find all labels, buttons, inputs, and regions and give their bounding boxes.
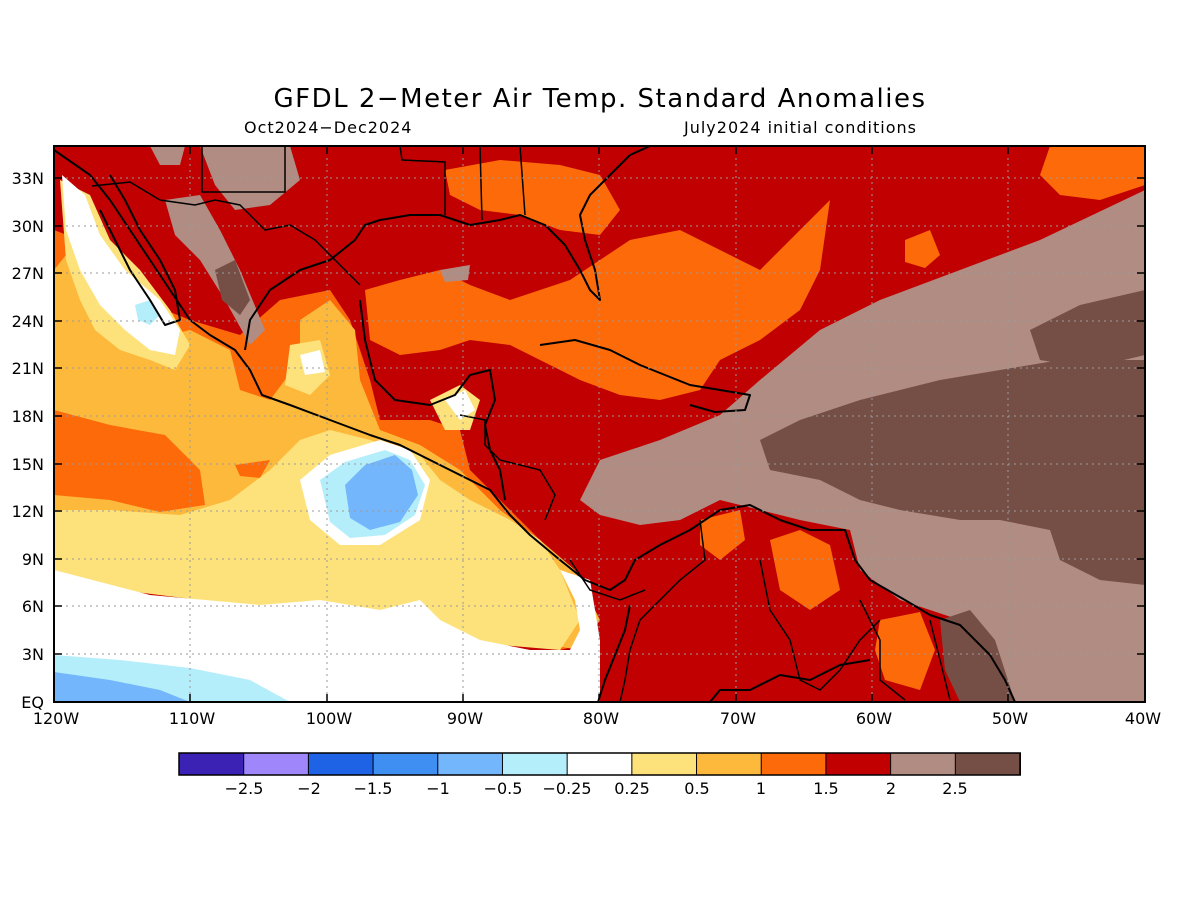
anomaly-region-yucatan-white bbox=[445, 390, 475, 420]
colorbar-swatch bbox=[372, 752, 439, 776]
anomaly-region-atlantic-darkest bbox=[760, 360, 1145, 585]
anomaly-region-small-orange bbox=[905, 230, 940, 268]
y-tick-label: EQ bbox=[21, 693, 44, 712]
colorbar-label: 0.5 bbox=[684, 779, 709, 798]
colorbar-label: 2.5 bbox=[942, 779, 967, 798]
colorbar bbox=[178, 752, 1021, 776]
colorbar-swatch bbox=[825, 752, 892, 776]
anomaly-region-mexico-white bbox=[300, 350, 325, 375]
x-tick-label: 70W bbox=[720, 709, 756, 728]
y-tick-label: 3N bbox=[22, 645, 44, 664]
colorbar-swatch bbox=[760, 752, 827, 776]
colorbar-label: −0.25 bbox=[542, 779, 591, 798]
colorbar-swatch bbox=[890, 752, 957, 776]
country-borders bbox=[91, 146, 951, 702]
y-tick-label: 9N bbox=[22, 550, 44, 569]
anomaly-region-south-pacific-blue bbox=[54, 672, 190, 702]
y-tick-label: 12N bbox=[12, 502, 44, 521]
y-tick-label: 27N bbox=[12, 264, 44, 283]
x-tick-label: 110W bbox=[169, 709, 216, 728]
y-tick-label: 18N bbox=[12, 407, 44, 426]
map-title: GFDL 2−Meter Air Temp. Standard Anomalie… bbox=[273, 84, 927, 114]
colorbar-label: 0.25 bbox=[614, 779, 650, 798]
anomaly-region-colombia-orange bbox=[700, 510, 745, 560]
colorbar-swatch bbox=[501, 752, 569, 776]
map-plot-area bbox=[54, 146, 1145, 702]
y-tick-label: 33N bbox=[12, 169, 44, 188]
colorbar-label: 2 bbox=[886, 779, 896, 798]
colorbar-label: −1 bbox=[426, 779, 450, 798]
colorbar-label: −2.5 bbox=[225, 779, 264, 798]
y-tick-label: 30N bbox=[12, 217, 44, 236]
initial-conditions: July2024 initial conditions bbox=[684, 118, 917, 137]
y-tick-label: 15N bbox=[12, 455, 44, 474]
colorbar-label: 1.5 bbox=[813, 779, 838, 798]
anomaly-region-us-southeast-orange bbox=[445, 160, 620, 235]
colorbar-frame bbox=[178, 752, 1021, 776]
colorbar-label: −1.5 bbox=[354, 779, 393, 798]
colorbar-swatch bbox=[243, 752, 310, 776]
colorbar-swatch bbox=[954, 752, 1021, 776]
anomaly-region-central-pacific-blue bbox=[345, 455, 418, 530]
forecast-period: Oct2024−Dec2024 bbox=[244, 118, 413, 137]
colorbar-swatch bbox=[631, 752, 698, 776]
y-axis-labels: 33N 30N 27N 24N 21N 18N 15N 12N 9N 6N 3N… bbox=[12, 169, 44, 712]
anomaly-region-gulf-brown bbox=[440, 265, 470, 282]
anomaly-region-north-atlantic-orange bbox=[1040, 146, 1145, 200]
anomaly-region-venezuela-orange bbox=[770, 530, 840, 610]
x-tick-label: 60W bbox=[856, 709, 892, 728]
coastlines bbox=[54, 146, 1016, 702]
x-tick-label: 80W bbox=[583, 709, 619, 728]
y-tick-label: 6N bbox=[22, 597, 44, 616]
x-tick-label: 50W bbox=[992, 709, 1028, 728]
x-tick-label: 40W bbox=[1125, 709, 1161, 728]
colorbar-swatch bbox=[178, 752, 245, 776]
colorbar-labels: −2.5 −2 −1.5 −1 −0.5 −0.25 0.25 0.5 1 1.… bbox=[225, 779, 968, 798]
colorbar-label: 1 bbox=[756, 779, 766, 798]
x-axis-labels: 120W 110W 100W 90W 80W 70W 60W 50W 40W bbox=[33, 709, 1161, 728]
anomaly-region-guianas-dark bbox=[940, 610, 1015, 702]
y-tick-label: 24N bbox=[12, 312, 44, 331]
colorbar-swatch bbox=[307, 752, 375, 776]
x-tick-label: 100W bbox=[306, 709, 353, 728]
anomaly-region-gulf-orange bbox=[365, 200, 830, 400]
anomaly-region-mexico-darkbrown bbox=[215, 260, 250, 315]
gridlines bbox=[54, 146, 1145, 702]
anomaly-region-pacific-yellow bbox=[54, 430, 580, 650]
colorbar-swatch bbox=[437, 752, 504, 776]
colorbar-label: −2 bbox=[297, 779, 321, 798]
axis-ticks bbox=[54, 146, 1145, 702]
anomaly-region-mexico-brown bbox=[165, 146, 300, 345]
y-tick-label: 21N bbox=[12, 359, 44, 378]
x-tick-label: 120W bbox=[33, 709, 80, 728]
anomaly-region-guyana-orange bbox=[875, 612, 935, 690]
x-tick-label: 90W bbox=[447, 709, 483, 728]
colorbar-swatch bbox=[566, 752, 633, 776]
colorbar-swatch bbox=[696, 752, 763, 776]
colorbar-label: −0.5 bbox=[484, 779, 523, 798]
anomaly-region-us-brown bbox=[150, 146, 185, 165]
anomaly-region-pacific-orange-inner bbox=[54, 410, 270, 512]
anomaly-region-atlantic-darkest-north bbox=[1030, 290, 1145, 368]
